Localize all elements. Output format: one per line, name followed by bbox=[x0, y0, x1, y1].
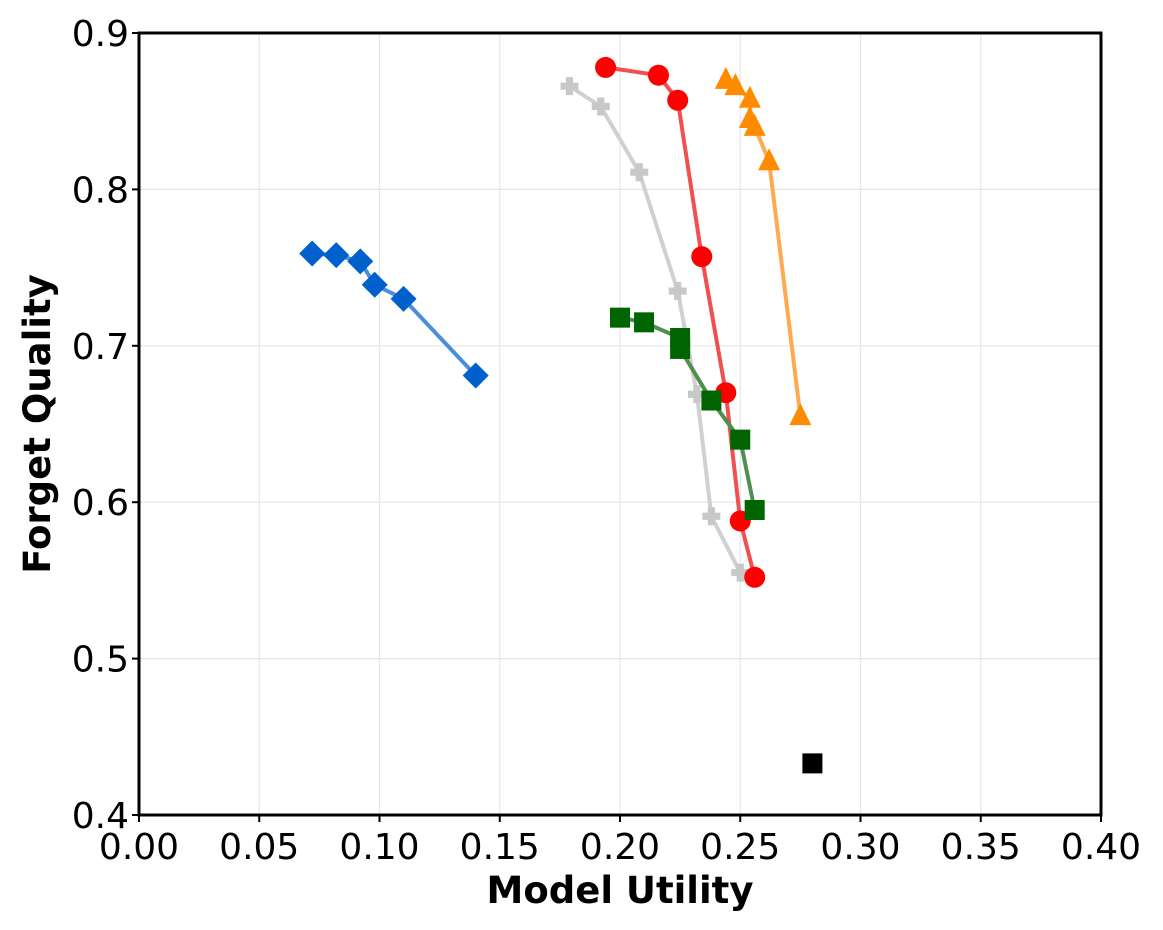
x-tick-label: 0.05 bbox=[219, 827, 299, 868]
green-square-point bbox=[730, 429, 751, 450]
blue-diamond-point bbox=[323, 242, 350, 269]
orange-triangle-point bbox=[738, 85, 761, 108]
x-tick-label: 0.20 bbox=[580, 827, 660, 868]
x-tick-label: 0.25 bbox=[700, 827, 780, 868]
orange-triangle-line bbox=[724, 78, 803, 417]
black-square-point bbox=[802, 753, 823, 774]
series-blue-diamond bbox=[299, 240, 489, 389]
x-tick-label: 0.10 bbox=[339, 827, 419, 868]
green-square-point bbox=[610, 307, 630, 328]
gray-plus-point bbox=[731, 563, 750, 582]
orange-triangle-point bbox=[758, 148, 781, 171]
gray-plus-point bbox=[668, 282, 687, 301]
y-tick-label: 0.6 bbox=[72, 483, 129, 524]
gray-plus-point bbox=[591, 97, 610, 116]
red-circle-point bbox=[744, 566, 766, 588]
green-square-point bbox=[634, 312, 655, 333]
y-tick-label: 0.7 bbox=[72, 327, 129, 368]
gray-plus-point bbox=[630, 163, 649, 182]
blue-diamond-point bbox=[347, 248, 374, 275]
x-tick-label: 0.30 bbox=[820, 827, 900, 868]
red-circle-point bbox=[595, 56, 617, 78]
gray-plus-point bbox=[560, 77, 579, 96]
red-circle-point bbox=[647, 64, 669, 86]
red-circle-point bbox=[667, 89, 689, 111]
orange-triangle-point bbox=[743, 113, 766, 136]
y-tick-label: 0.8 bbox=[72, 170, 129, 211]
series-red-circle bbox=[595, 56, 766, 588]
y-tick-label: 0.5 bbox=[72, 640, 129, 681]
series-orange-triangle bbox=[714, 66, 812, 426]
gray-plus-point bbox=[702, 507, 721, 526]
orange-triangle-point bbox=[789, 403, 812, 426]
grid bbox=[138, 32, 1102, 816]
x-tick-label: 0.15 bbox=[460, 827, 540, 868]
green-square-point bbox=[744, 500, 765, 521]
blue-diamond-point bbox=[462, 362, 489, 389]
gray-plus-point bbox=[687, 385, 706, 404]
y-axis-label: Forget Quality bbox=[16, 274, 59, 574]
tick-layer: 0.00 0.05 0.10 0.15 0.20 0.25 0.30 0.35 0.40 0.4 0… bbox=[72, 14, 1141, 868]
blue-diamond-point bbox=[361, 271, 388, 298]
y-tick-label: 0.4 bbox=[72, 796, 129, 837]
x-tick-label: 0.35 bbox=[941, 827, 1021, 868]
y-tick-label: 0.9 bbox=[72, 14, 129, 55]
green-square-point bbox=[701, 390, 722, 411]
series-black-square bbox=[802, 753, 823, 774]
x-tick-label: 0.00 bbox=[99, 827, 179, 868]
series-layer bbox=[299, 56, 823, 774]
green-square-point bbox=[670, 338, 691, 359]
blue-diamond-line bbox=[312, 251, 478, 377]
series-gray-plus bbox=[560, 77, 750, 582]
x-axis-label: Model Utility bbox=[487, 869, 754, 912]
blue-diamond-point bbox=[390, 285, 417, 312]
series-green-square bbox=[610, 307, 765, 521]
x-tick-label: 0.40 bbox=[1061, 827, 1141, 868]
orange-triangle-point bbox=[724, 73, 747, 96]
blue-diamond-point bbox=[299, 240, 326, 267]
red-circle-point bbox=[691, 246, 713, 268]
